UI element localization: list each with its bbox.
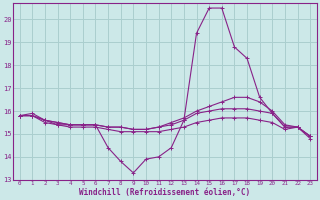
X-axis label: Windchill (Refroidissement éolien,°C): Windchill (Refroidissement éolien,°C) <box>79 188 251 197</box>
